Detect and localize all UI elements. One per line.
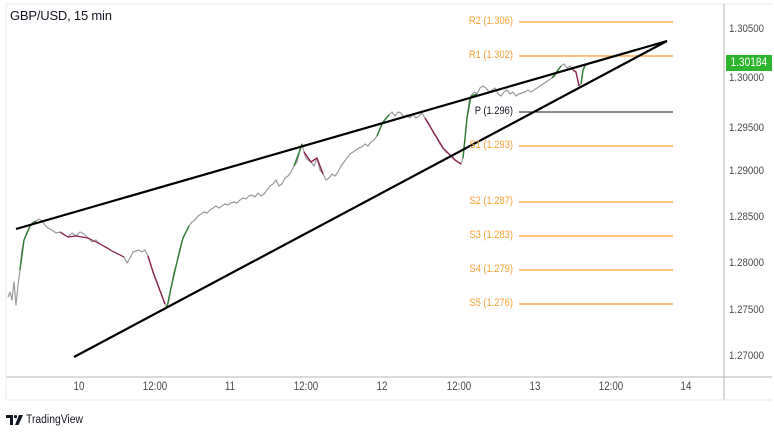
- trendlines[interactable]: [15, 39, 668, 358]
- chart-frame: [6, 4, 772, 378]
- x-tick: 12:00: [142, 381, 168, 393]
- pivot-label-r2: R2 (1.306): [468, 15, 513, 27]
- y-tick: 1.27000: [729, 350, 764, 362]
- pivot-label-s1: S1 (1.293): [469, 139, 513, 151]
- x-tick: 12:00: [293, 381, 319, 393]
- y-tick: 1.29000: [729, 165, 764, 177]
- pivot-label-s4: S4 (1.279): [469, 263, 513, 275]
- y-tick: 1.27500: [729, 304, 764, 316]
- x-tick: 12:00: [446, 381, 472, 393]
- x-tick: 12:00: [598, 381, 624, 393]
- last-price-badge: 1.30184: [726, 55, 772, 71]
- tradingview-logo-text: TradingView: [26, 414, 83, 426]
- pivot-label-s2: S2 (1.287): [469, 195, 513, 207]
- x-tick: 11: [224, 381, 236, 393]
- pivot-label-r1: R1 (1.302): [468, 49, 513, 61]
- x-tick: 13: [529, 381, 541, 393]
- pivot-label-p: P (1.296): [474, 105, 513, 117]
- y-tick: 1.30000: [729, 72, 764, 84]
- x-tick: 12: [376, 381, 388, 393]
- lower-trendline: [73, 40, 668, 358]
- price-series: [7, 63, 589, 308]
- y-tick: 1.29500: [729, 122, 764, 134]
- tradingview-logo-icon: [6, 415, 23, 425]
- x-tick: 10: [73, 381, 85, 393]
- pivot-label-s3: S3 (1.283): [469, 229, 513, 241]
- pivot-label-s5: S5 (1.276): [469, 297, 513, 309]
- x-tick: 14: [680, 381, 692, 393]
- tradingview-logo[interactable]: TradingView: [6, 414, 89, 426]
- y-tick: 1.28000: [729, 257, 764, 269]
- y-tick: 1.30500: [729, 23, 764, 35]
- upper-trendline: [15, 39, 668, 231]
- chart-title: GBP/USD, 15 min: [10, 8, 112, 23]
- pivot-lines: [519, 21, 673, 305]
- y-tick: 1.28500: [729, 211, 764, 223]
